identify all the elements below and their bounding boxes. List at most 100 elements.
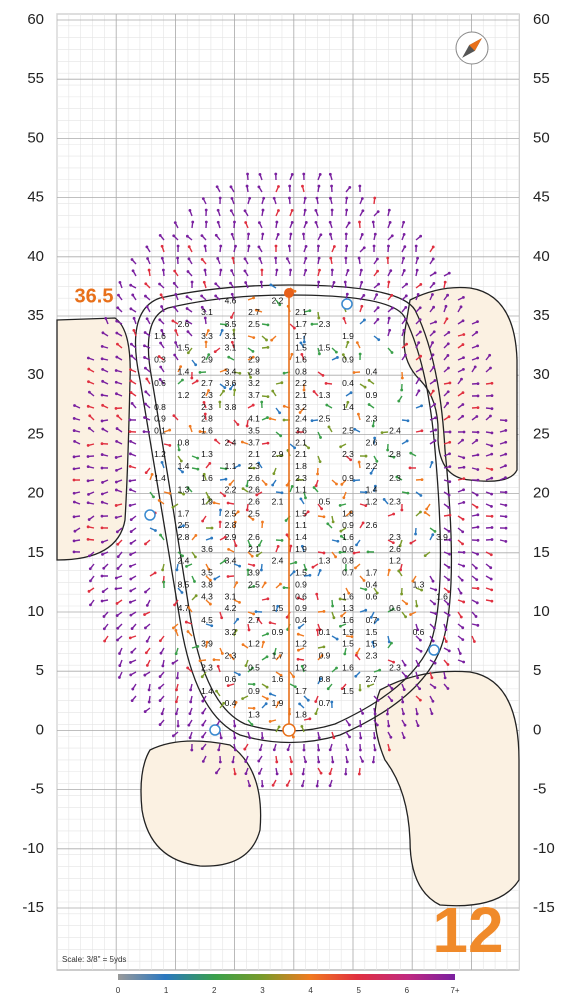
arrow-head: [443, 280, 447, 284]
arrow-head: [89, 603, 92, 607]
arrow-head: [201, 735, 205, 739]
arrow-head: [158, 723, 162, 726]
arrow-head: [315, 784, 319, 788]
arrow-head: [340, 482, 344, 486]
arrow-head: [241, 643, 245, 647]
arrow-head: [461, 626, 465, 630]
arrow-head: [391, 607, 395, 611]
arrow-head: [369, 615, 373, 619]
arrow-head: [371, 424, 375, 428]
arrow-head: [349, 510, 352, 514]
arrow-head: [266, 345, 270, 349]
arrow-head: [344, 232, 348, 236]
arrow-head: [389, 735, 393, 739]
arrow-head: [475, 578, 479, 582]
arrow-head: [462, 488, 465, 492]
arrow-head: [325, 403, 329, 407]
slope-value: 2.8: [389, 449, 401, 459]
arrow-head: [268, 621, 272, 625]
arrow-head: [328, 220, 332, 224]
arrow-head: [248, 196, 252, 200]
arrow-head: [271, 783, 275, 787]
arrow-head: [226, 575, 230, 578]
y-label-right: 25: [533, 425, 550, 442]
arrow-head: [447, 613, 451, 617]
arrow-head: [490, 505, 493, 508]
arrow-head: [160, 712, 164, 716]
arrow-head: [190, 376, 194, 380]
arrow-head: [345, 244, 349, 248]
arrow-head: [358, 184, 362, 188]
slope-value: 0.1: [319, 627, 331, 637]
arrow-head: [433, 686, 437, 689]
arrow-head: [130, 258, 134, 261]
arrow-head: [476, 406, 480, 410]
arrow-head: [279, 673, 283, 677]
arrow-head: [390, 641, 393, 645]
arrow-head: [376, 698, 380, 702]
arrow-head: [266, 416, 269, 419]
arrow-head: [129, 564, 132, 568]
arrow-head: [100, 419, 104, 423]
y-label-left: -10: [22, 840, 44, 857]
arrow-head: [227, 355, 231, 359]
slope-value: 3.7: [248, 390, 260, 400]
slope-value: 0.1: [154, 425, 166, 435]
arrow-head: [88, 554, 91, 558]
arrow-head: [87, 390, 91, 394]
arrow-head: [143, 673, 147, 677]
arrow-head: [100, 574, 104, 578]
arrow-head: [143, 416, 146, 419]
arrow-head: [373, 736, 377, 740]
arrow-head: [275, 268, 279, 272]
slope-value: 0.5: [248, 662, 260, 672]
arrow-head: [114, 587, 118, 591]
slope-value: 1.9: [201, 497, 213, 507]
arrow-head: [339, 534, 343, 538]
arrow-head: [101, 427, 105, 431]
arrow-head: [147, 268, 151, 272]
arrow-head: [375, 591, 379, 595]
arrow-head: [461, 517, 465, 521]
arrow-head: [296, 478, 300, 481]
slope-value: 0.7: [342, 568, 354, 578]
arrow-head: [158, 318, 162, 322]
arrow-head: [431, 353, 435, 357]
arrow-head: [460, 377, 463, 381]
y-label-right: 40: [533, 248, 550, 265]
arrow-head: [448, 452, 451, 456]
arrow-head: [212, 658, 216, 662]
slope-value: 1.7: [366, 568, 378, 578]
arrow-head: [321, 373, 325, 377]
arrow-head: [252, 466, 256, 470]
slope-value: 3.4: [225, 556, 237, 566]
arrow-head: [175, 676, 179, 680]
arrow-head: [254, 308, 258, 312]
arrow-head: [300, 724, 304, 728]
arrow-head: [129, 368, 132, 372]
arrow-head: [461, 530, 465, 534]
arrow-head: [118, 664, 122, 667]
slope-value: 1.4: [366, 485, 378, 495]
arrow-head: [490, 444, 494, 448]
arrow-head: [362, 293, 366, 297]
arrow-head: [361, 209, 365, 213]
arrow-head: [143, 366, 147, 370]
arrow-head: [208, 461, 212, 465]
arrow-head: [432, 305, 436, 309]
arrow-head: [207, 495, 211, 499]
slope-value: 3.5: [225, 319, 237, 329]
arrow-head: [405, 282, 408, 286]
arrow-head: [194, 363, 198, 367]
arrow-head: [234, 629, 238, 632]
slope-value: 1.3: [342, 603, 354, 613]
arrow-head: [462, 477, 466, 481]
arrow-head: [158, 686, 161, 690]
arrow-head: [405, 342, 409, 346]
slope-value: 3.1: [225, 343, 237, 353]
arrow-head: [354, 653, 358, 657]
arrow-head: [371, 640, 375, 644]
arrow-head: [404, 294, 408, 298]
arrow-head: [114, 406, 118, 410]
arrow-head: [317, 748, 321, 752]
